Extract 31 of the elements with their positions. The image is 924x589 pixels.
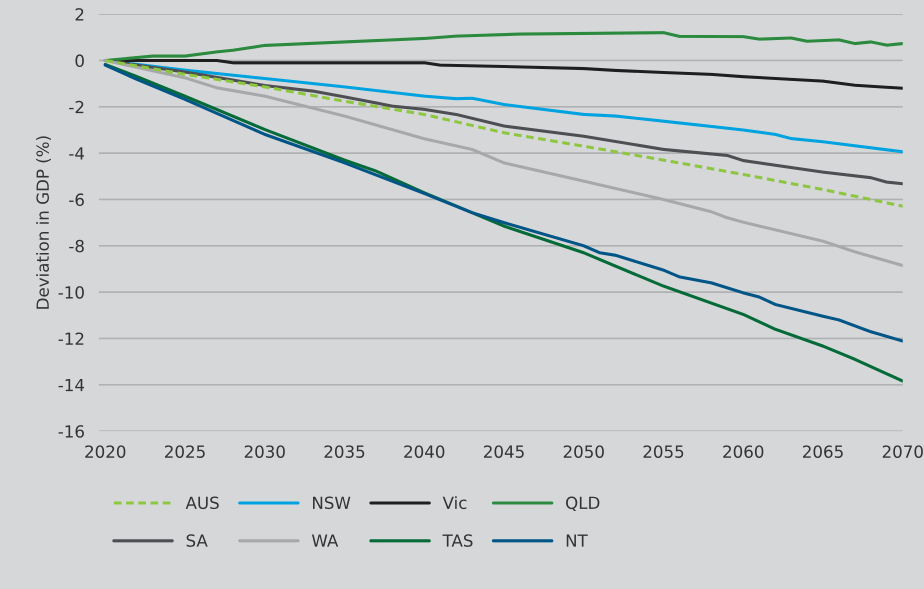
y-tick-label: -8 <box>69 240 84 252</box>
x-tick-label: 2020 <box>85 445 126 458</box>
x-tick-label: 2040 <box>404 445 444 458</box>
y-tick-label: -10 <box>58 286 84 299</box>
y-tick-label: 2 <box>76 8 84 20</box>
x-tick-label: 2060 <box>723 445 764 458</box>
y-tick-label: -12 <box>58 332 84 345</box>
y-tick-label: -2 <box>69 100 84 114</box>
legend-label: TAS <box>442 534 473 547</box>
legend-label: WA <box>312 534 338 547</box>
x-tick-label: 2050 <box>564 445 604 458</box>
x-tick-label: 2070 <box>882 445 923 458</box>
y-tick-label: -14 <box>58 378 84 392</box>
x-tick-label: 2045 <box>484 445 524 458</box>
y-tick-label: -16 <box>58 425 84 438</box>
x-tick-label: 2035 <box>324 445 364 458</box>
y-axis-title: Deviation in GDP (%) <box>36 136 51 309</box>
legend-label: SA <box>186 534 208 547</box>
x-tick-label: 2065 <box>803 445 843 458</box>
x-tick-label: 2030 <box>244 445 285 458</box>
legend-label: QLD <box>566 496 600 511</box>
legend-label: NSW <box>313 496 350 510</box>
y-tick-label: -6 <box>69 193 84 206</box>
x-tick-label: 2055 <box>644 445 684 458</box>
y-tick-label: -4 <box>69 147 84 160</box>
line-series <box>104 58 903 208</box>
y-tick-label: 0 <box>75 54 84 68</box>
legend-label: Vic <box>442 496 466 510</box>
x-tick-label: 2025 <box>165 445 205 458</box>
legend-label: NT <box>566 534 588 547</box>
legend-label: AUS <box>186 496 219 510</box>
